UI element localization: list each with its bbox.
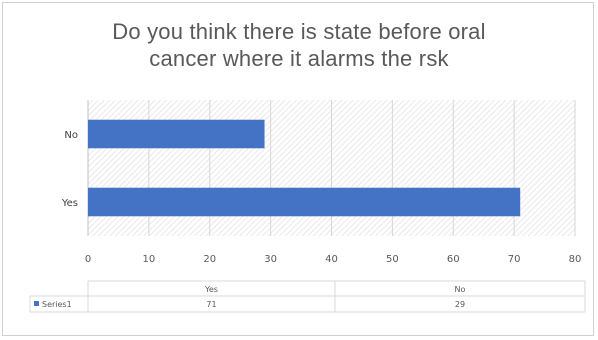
chart-title-line-2: cancer where it alarms the rsk [149,46,449,71]
table-cell: 71 [206,300,216,309]
chart-title: Do you think there is state before oral … [0,18,598,72]
x-tick-label: 70 [508,254,521,265]
x-tick-label: 50 [386,254,399,265]
legend-key [34,301,39,306]
category-label: Yes [61,198,78,209]
x-tick-label: 60 [447,254,460,265]
x-tick-label: 30 [264,254,277,265]
chart-title-line-1: Do you think there is state before oral [112,19,486,44]
bar-no [88,119,265,149]
category-label: No [64,130,78,141]
x-tick-label: 20 [203,254,216,265]
x-tick-label: 0 [85,254,91,265]
x-tick-label: 10 [143,254,156,265]
table-header: Yes [204,285,218,294]
table-header: No [455,285,466,294]
x-tick-label: 40 [325,254,338,265]
x-tick-label: 80 [569,254,582,265]
bar-yes [88,187,521,217]
table-cell: 29 [455,300,465,309]
table-series-name: Series1 [42,300,72,309]
